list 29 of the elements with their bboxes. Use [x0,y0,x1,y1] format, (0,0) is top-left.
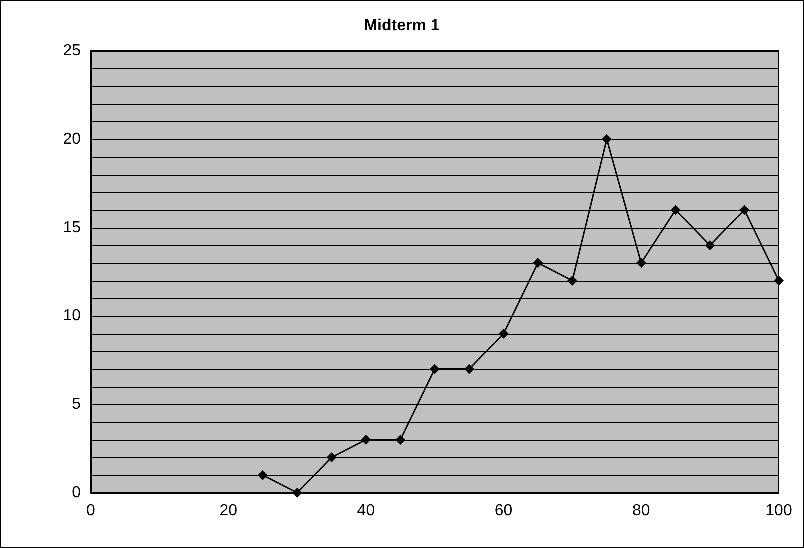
x-tick-label: 20 [220,502,238,520]
y-tick-label: 10 [63,308,82,325]
point [636,258,646,268]
point [498,328,509,339]
x-tick-label: 80 [632,502,650,520]
y-tick-label: 20 [63,130,82,148]
point [774,276,784,286]
x-tick-label: 0 [86,502,96,520]
y-tick-label: 5 [72,396,82,414]
x-tick-label: 60 [494,502,513,520]
y-tick-label: 15 [63,219,82,236]
y-tick-label: 0 [72,484,82,502]
point [361,434,372,445]
point [464,364,474,374]
x-tick-label: 100 [766,502,792,520]
point [602,134,612,144]
y-tick-label: 25 [63,42,82,60]
point [533,258,544,268]
point [740,205,750,216]
point [430,364,440,374]
chart-title: Midterm 1 [364,18,440,34]
point [326,452,337,463]
point [568,276,578,286]
x-tick-label: 40 [357,502,376,520]
point [705,240,716,250]
point [258,470,268,480]
point [292,488,302,498]
point [670,205,681,216]
point [396,434,406,445]
